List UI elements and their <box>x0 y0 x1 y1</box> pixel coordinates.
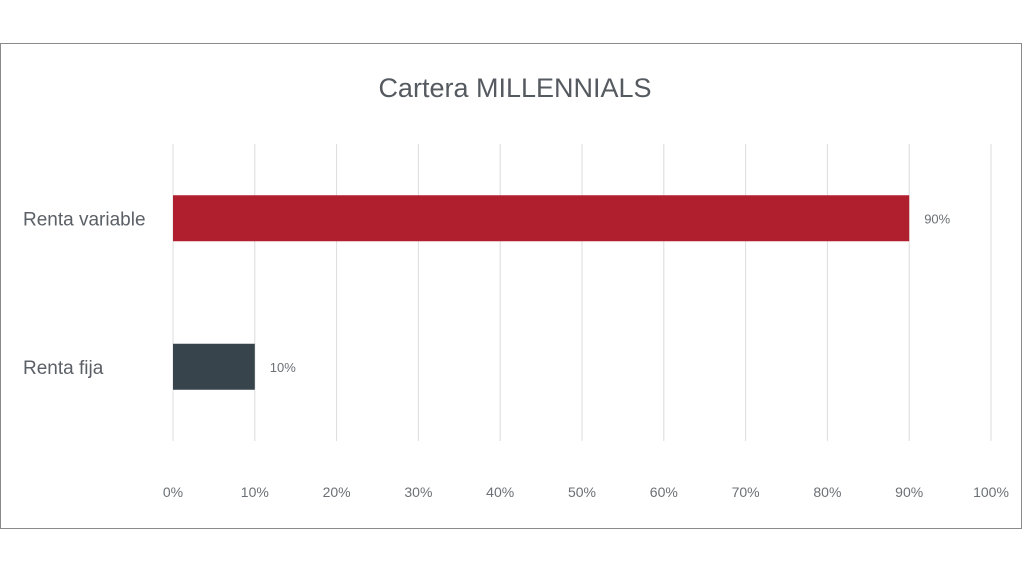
bar-renta-fija <box>173 343 255 390</box>
x-tick-label: 70% <box>732 484 760 500</box>
x-tick-label: 20% <box>323 484 351 500</box>
bar-renta-variable <box>173 195 910 242</box>
data-labels: 90% 10% <box>270 211 951 375</box>
data-label: 10% <box>270 360 296 375</box>
data-label: 90% <box>924 211 950 226</box>
x-tick-label: 0% <box>163 484 183 500</box>
x-tick-label: 10% <box>241 484 269 500</box>
chart-title: Cartera MILLENNIALS <box>378 73 651 103</box>
chart-frame: Cartera MILLENNIALS Renta variable Renta … <box>0 43 1022 529</box>
gridlines <box>172 144 992 441</box>
x-tick-label: 60% <box>650 484 678 500</box>
category-label: Renta fija <box>23 358 104 379</box>
x-axis-tick-labels: 0% 10% 20% 30% 40% 50% 60% 70% 80% 90% 100% <box>163 484 1009 500</box>
category-labels: Renta variable Renta fija <box>23 209 146 379</box>
x-tick-label: 50% <box>568 484 596 500</box>
chart-svg: Cartera MILLENNIALS Renta variableRenta … <box>23 73 1009 500</box>
x-tick-label: 30% <box>404 484 432 500</box>
x-tick-label: 40% <box>486 484 514 500</box>
x-tick-label: 80% <box>813 484 841 500</box>
x-tick-label: 100% <box>973 484 1009 500</box>
bars <box>173 195 910 390</box>
category-label: Renta variable <box>23 209 146 230</box>
x-tick-label: 90% <box>895 484 923 500</box>
